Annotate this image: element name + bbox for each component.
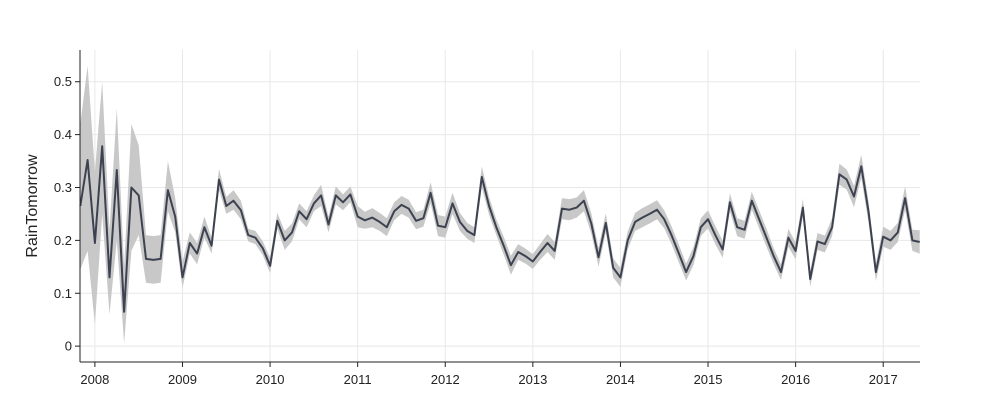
confidence-band [80,65,920,344]
y-tick-label: 0.3 [54,180,72,195]
x-tick-label: 2010 [256,372,285,387]
x-gridlines [94,50,884,362]
y-gridlines [80,81,920,347]
y-tick-label: 0.1 [54,286,72,301]
x-tick-label: 2014 [606,372,635,387]
x-tick-label: 2009 [168,372,197,387]
y-tick-label: 0.5 [54,74,72,89]
series-line [79,145,920,313]
y-axis-title: RainTomorrow [24,154,41,258]
y-tick-label: 0.4 [54,127,72,142]
x-tick-label: 2013 [518,372,547,387]
x-tick-label: 2017 [869,372,898,387]
x-tick-labels: 2008 2009 2010 2011 2012 2013 2014 2015 2016 2017 [80,362,898,387]
x-tick-label: 2016 [781,372,810,387]
y-tick-labels: 0 0.1 0.2 0.3 0.4 0.5 [54,74,80,354]
y-tick-label: 0.2 [54,233,72,248]
x-tick-label: 2012 [431,372,460,387]
x-tick-label: 2011 [344,372,372,387]
y-tick-label: 0 [65,339,72,354]
x-tick-label: 2008 [80,372,109,387]
x-tick-label: 2015 [694,372,723,387]
